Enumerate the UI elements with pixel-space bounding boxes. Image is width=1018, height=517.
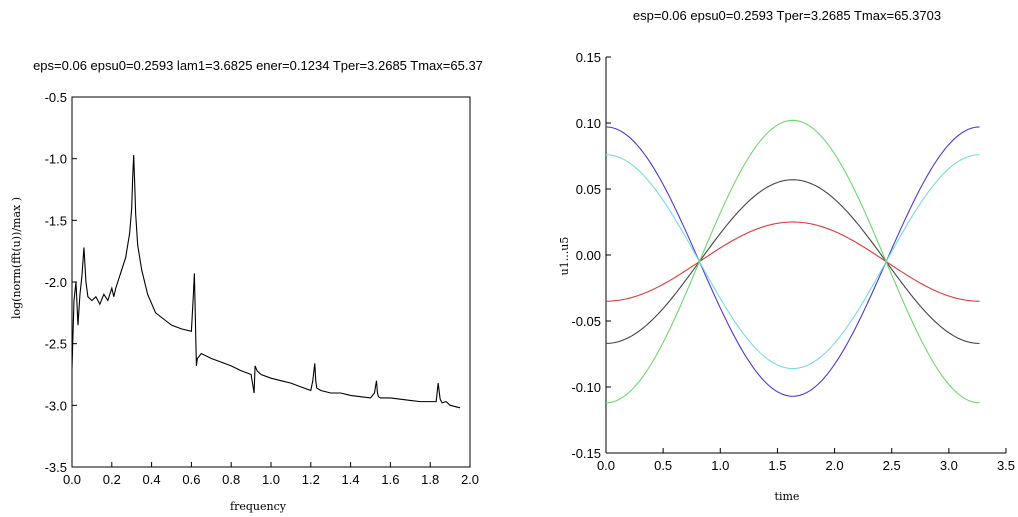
x-tick-label: 1.0: [711, 458, 729, 473]
series-line-5: [605, 119, 980, 404]
spectrum-chart: eps=0.06 epsu0=0.2593 lam1=3.6825 ener=0…: [10, 58, 483, 513]
x-tick-label: 0.2: [103, 472, 121, 487]
x-tick-label: 0.5: [654, 458, 672, 473]
x-tick-label: 2.0: [461, 472, 479, 487]
y-tick-label: -1.5: [45, 213, 67, 228]
y-tick-label: -0.5: [45, 90, 67, 105]
y-tick-label: -0.10: [571, 380, 601, 395]
series-line-4: [605, 221, 980, 302]
y-axis-label: u1...u5: [558, 237, 571, 276]
y-tick-label: -0.15: [571, 446, 601, 461]
x-axis-label: time: [775, 490, 800, 503]
x-tick-label: 0.6: [182, 472, 200, 487]
y-tick-label: -1.0: [45, 152, 67, 167]
y-tick-label: -3.0: [45, 398, 67, 413]
y-tick-label: 0.15: [576, 50, 601, 65]
series-line-1: [71, 154, 461, 409]
tick-group: 0.0 0.2 0.4 0.6 0.8 1.0 1.2 1.4 1.6 1.8 2.0 -3.5 -3.…: [45, 90, 479, 487]
plot-area: [605, 57, 1006, 454]
series-line-2: [605, 154, 980, 370]
x-tick-label: 0.0: [597, 458, 615, 473]
y-tick-label: -3.5: [45, 460, 67, 475]
x-axis-label: frequency: [230, 500, 287, 513]
x-tick-label: 0.8: [222, 472, 240, 487]
y-tick-label: 0.00: [576, 248, 601, 263]
y-tick-label: -2.5: [45, 337, 67, 352]
y-axis-label: log(norm(fft(u))/max ): [10, 197, 23, 319]
time-series-chart: esp=0.06 epsu0=0.2593 Tper=3.2685 Tmax=6…: [558, 8, 1015, 503]
x-tick-label: 1.8: [421, 472, 439, 487]
series-line-1: [605, 126, 980, 397]
x-tick-label: 1.5: [768, 458, 786, 473]
x-tick-label: 2.0: [826, 458, 844, 473]
series-line-3: [605, 179, 980, 344]
chart-title: eps=0.06 epsu0=0.2593 lam1=3.6825 ener=0…: [33, 58, 483, 73]
tick-group: 0.0 0.5 1.0 1.5 2.0 2.5 3.0 3.5 -0.15 -0.10 -0.05 0…: [571, 50, 1015, 473]
x-tick-label: 1.2: [302, 472, 320, 487]
x-tick-label: 3.5: [997, 458, 1015, 473]
plot-frame: [71, 96, 471, 468]
y-tick-label: -2.0: [45, 275, 67, 290]
y-tick-label: -0.05: [571, 314, 601, 329]
y-tick-label: 0.05: [576, 182, 601, 197]
x-tick-label: 2.5: [883, 458, 901, 473]
x-tick-label: 1.6: [381, 472, 399, 487]
x-tick-label: 1.0: [262, 472, 280, 487]
chart-title: esp=0.06 epsu0=0.2593 Tper=3.2685 Tmax=6…: [633, 8, 941, 23]
x-tick-label: 0.0: [63, 472, 81, 487]
x-tick-label: 0.4: [143, 472, 161, 487]
x-tick-label: 1.4: [342, 472, 360, 487]
plot-area: [71, 96, 471, 468]
y-tick-label: 0.10: [576, 116, 601, 131]
x-tick-label: 3.0: [940, 458, 958, 473]
